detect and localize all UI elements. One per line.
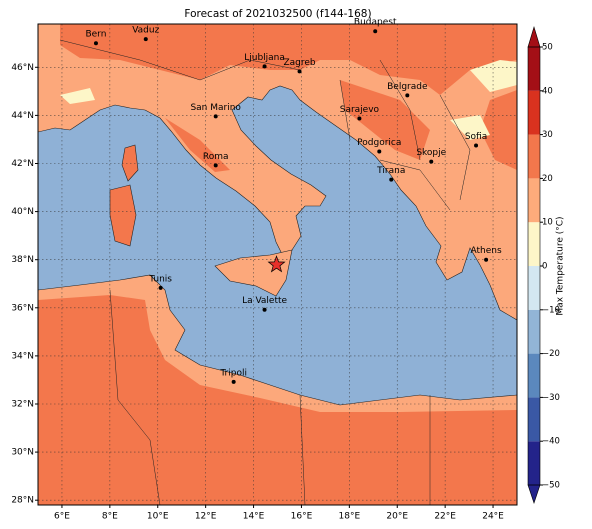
city-marker — [158, 285, 163, 290]
land-warm-patch — [60, 24, 517, 172]
y-tick-label: 40°N — [11, 207, 34, 217]
colorbar-extend-top — [527, 25, 541, 48]
y-tick-label: 28°N — [11, 496, 34, 506]
city-marker — [373, 29, 378, 34]
y-tick-label: 46°N — [11, 63, 34, 73]
city-label: Bern — [85, 30, 106, 40]
colorbar-band — [528, 353, 540, 398]
colorbar-band — [528, 47, 540, 91]
city-marker — [262, 64, 267, 69]
colorbar-label: Max Temperature (°C) — [556, 216, 566, 315]
colorbar-extend-bottom — [527, 484, 541, 504]
city-marker — [377, 149, 382, 154]
x-tick-label: 20°E — [386, 512, 408, 522]
city-label: Tirana — [376, 166, 405, 176]
city-label: San Marino — [190, 103, 241, 113]
y-tick-label: 38°N — [11, 255, 34, 265]
y-tick-label: 34°N — [11, 351, 34, 361]
colorbar-band — [528, 309, 540, 354]
city-label: Ljubljana — [244, 53, 285, 63]
y-tick-label: 32°N — [11, 399, 34, 409]
city-marker — [213, 114, 218, 119]
land-cool-patch — [60, 60, 517, 140]
event-star — [267, 255, 286, 273]
x-tick-label: 6°E — [54, 512, 70, 522]
city-marker — [429, 159, 434, 164]
city-label: Tripoli — [219, 368, 247, 378]
city-marker — [357, 116, 362, 121]
colorbar-band — [528, 441, 540, 485]
y-tick-label: 36°N — [11, 303, 34, 313]
city-marker — [231, 379, 236, 384]
y-tick-label: 42°N — [11, 159, 34, 169]
colorbar-tick-label: 50 — [542, 43, 553, 53]
colorbar-tick-label: 40 — [542, 86, 553, 96]
colorbar-tick-label: −40 — [542, 437, 560, 447]
x-tick-label: 16°E — [291, 512, 313, 522]
borders — [59, 39, 471, 505]
city-label: Sarajevo — [340, 105, 380, 115]
city-label: Roma — [203, 152, 229, 162]
x-tick-label: 12°E — [195, 512, 217, 522]
colorbar-tick-label: −50 — [542, 481, 560, 491]
y-tick-label: 30°N — [11, 448, 34, 458]
colorbar-band — [528, 90, 540, 135]
map-area — [38, 24, 517, 505]
city-label: La Valette — [242, 296, 287, 306]
colorbar-tick-label: 30 — [542, 130, 553, 140]
colorbar-band — [528, 134, 540, 179]
city-marker — [213, 163, 218, 168]
colorbar-tick-label: −20 — [542, 349, 560, 359]
city-marker — [484, 257, 489, 262]
x-tick-label: 10°E — [147, 512, 169, 522]
map-title: Forecast of 2021032500 (f144-168) — [184, 8, 371, 20]
city-marker — [389, 177, 394, 182]
colorbar-band — [528, 178, 540, 223]
grid — [38, 24, 517, 505]
map-frame — [37, 23, 518, 506]
y-tick-label: 44°N — [11, 111, 34, 121]
city-label: Tunis — [148, 274, 172, 284]
colorbar-tick-label: 20 — [542, 174, 553, 184]
colorbar-band — [528, 222, 540, 266]
city-label: Zagreb — [283, 58, 315, 68]
city-label: Vaduz — [132, 26, 159, 36]
colorbar-tick-label: −10 — [542, 305, 560, 315]
land-sardinia — [109, 184, 137, 247]
colorbar-tick-label: 0 — [542, 262, 547, 272]
land-corsica — [121, 144, 139, 182]
city-marker — [143, 37, 148, 42]
colorbar-band — [528, 397, 540, 442]
city-label: Belgrade — [387, 82, 428, 92]
colorbar-tick-label: −30 — [542, 393, 560, 403]
x-tick-label: 24°E — [482, 512, 504, 522]
city-label: Podgorica — [357, 138, 401, 148]
colorbar-tick-label: 10 — [542, 218, 553, 228]
city-label: Sofia — [465, 132, 487, 142]
x-tick-label: 22°E — [434, 512, 456, 522]
x-tick-label: 14°E — [243, 512, 265, 522]
city-marker — [297, 69, 302, 74]
city-marker — [405, 93, 410, 98]
x-tick-label: 8°E — [102, 512, 118, 522]
city-marker — [93, 41, 98, 46]
city-marker — [262, 307, 267, 312]
x-tick-label: 18°E — [339, 512, 361, 522]
land-europe — [38, 24, 517, 321]
city-marker — [474, 143, 479, 148]
city-label: Athens — [471, 246, 502, 256]
city-label: Skopje — [416, 148, 446, 158]
colorbar-band — [528, 266, 540, 310]
city-label: Budapest — [354, 18, 397, 28]
